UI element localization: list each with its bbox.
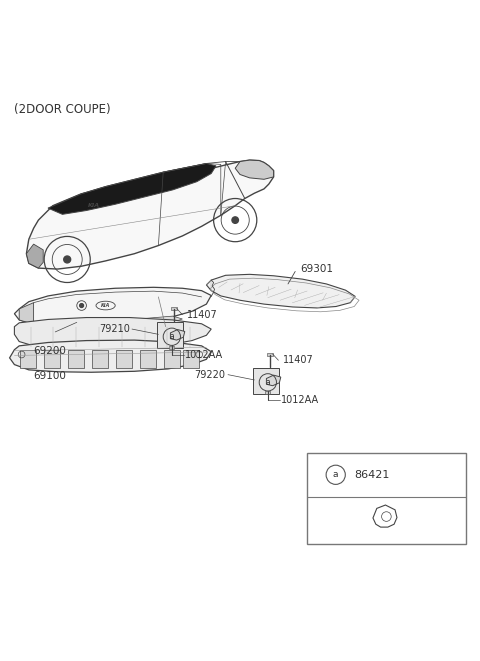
Bar bbox=[169, 346, 174, 349]
Text: a: a bbox=[333, 470, 338, 479]
Text: a: a bbox=[169, 332, 174, 341]
Polygon shape bbox=[19, 303, 34, 325]
Polygon shape bbox=[10, 340, 211, 372]
Polygon shape bbox=[14, 288, 211, 326]
FancyBboxPatch shape bbox=[157, 323, 183, 348]
Polygon shape bbox=[48, 163, 216, 214]
Bar bbox=[307, 453, 466, 544]
Polygon shape bbox=[170, 330, 185, 340]
Text: 11407: 11407 bbox=[187, 309, 218, 320]
Text: KIA: KIA bbox=[101, 303, 110, 308]
Text: 1012AA: 1012AA bbox=[185, 350, 223, 360]
Bar bbox=[140, 350, 156, 368]
Polygon shape bbox=[26, 160, 274, 269]
Text: 79220: 79220 bbox=[194, 369, 226, 379]
Text: 69100: 69100 bbox=[34, 371, 66, 381]
Bar bbox=[265, 391, 270, 395]
Polygon shape bbox=[266, 375, 281, 386]
Text: 11407: 11407 bbox=[283, 355, 314, 366]
Text: 86421: 86421 bbox=[355, 470, 390, 480]
FancyBboxPatch shape bbox=[253, 368, 279, 394]
Bar bbox=[183, 350, 199, 368]
Bar bbox=[68, 350, 84, 368]
Circle shape bbox=[80, 303, 84, 307]
Text: 1012AA: 1012AA bbox=[281, 395, 319, 405]
Polygon shape bbox=[134, 316, 182, 323]
Bar bbox=[44, 350, 60, 368]
Text: 79210: 79210 bbox=[99, 324, 130, 334]
Bar bbox=[20, 350, 36, 368]
Text: KIA: KIA bbox=[87, 203, 100, 208]
Bar bbox=[92, 350, 108, 368]
Text: 69200: 69200 bbox=[34, 346, 66, 356]
Circle shape bbox=[232, 217, 239, 223]
Bar bbox=[116, 350, 132, 368]
Bar bbox=[164, 350, 180, 368]
Text: (2DOOR COUPE): (2DOOR COUPE) bbox=[14, 102, 111, 116]
Text: 69301: 69301 bbox=[300, 264, 333, 274]
Polygon shape bbox=[14, 317, 211, 348]
Polygon shape bbox=[206, 274, 355, 308]
Bar bbox=[171, 307, 177, 311]
Text: a: a bbox=[265, 378, 270, 387]
Polygon shape bbox=[26, 244, 43, 268]
Bar bbox=[267, 352, 273, 356]
Polygon shape bbox=[235, 160, 274, 179]
Circle shape bbox=[64, 256, 71, 263]
